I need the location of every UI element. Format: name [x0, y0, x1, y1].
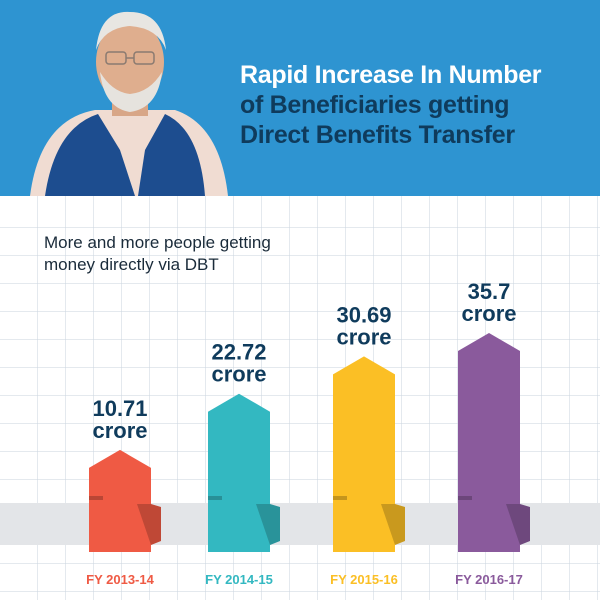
unit-label: crore	[336, 324, 391, 349]
category-label: FY 2014-15	[205, 572, 273, 587]
portrait-illustration	[0, 0, 230, 196]
category-label: FY 2016-17	[455, 572, 523, 587]
unit-label: crore	[92, 418, 147, 443]
title-line-3: Direct Benefits Transfer	[240, 121, 515, 149]
page-title: Rapid Increase In Number of Beneficiarie…	[240, 60, 595, 150]
unit-label: crore	[461, 301, 516, 326]
chart-subtitle: More and more people getting money direc…	[44, 232, 271, 276]
value-label: 35.7	[468, 279, 511, 304]
bar-fold-shadow-left-0	[89, 496, 103, 500]
bar-fold-shadow-right-2	[381, 504, 405, 545]
subtitle-line-2: money directly via DBT	[44, 255, 219, 274]
bar-FY 2015-16	[333, 356, 395, 500]
value-label: 30.69	[336, 302, 391, 327]
bar-fold-shadow-right-0	[137, 504, 161, 545]
title-line-2: of Beneficiaries getting	[240, 91, 510, 119]
bar-fold-shadow-right-1	[256, 504, 280, 545]
unit-label: crore	[211, 362, 266, 387]
title-line-1: Rapid Increase In Number	[240, 61, 542, 89]
bar-FY 2013-14	[89, 449, 151, 500]
category-label: FY 2015-16	[330, 572, 398, 587]
bar-FY 2014-15	[208, 393, 270, 500]
bar-FY 2016-17	[458, 333, 520, 500]
category-label: FY 2013-14	[86, 572, 154, 587]
subtitle-line-1: More and more people getting	[44, 233, 271, 252]
header-banner: Rapid Increase In Number of Beneficiarie…	[0, 0, 600, 196]
value-label: 22.72	[211, 340, 266, 365]
bar-fold-shadow-left-2	[333, 496, 347, 500]
bar-fold-shadow-left-3	[458, 496, 472, 500]
value-label: 10.71	[92, 396, 147, 421]
bar-fold-shadow-right-3	[506, 504, 530, 545]
bar-fold-shadow-left-1	[208, 496, 222, 500]
